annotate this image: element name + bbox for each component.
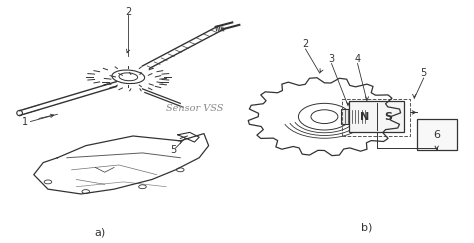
Text: Sensor VSS: Sensor VSS bbox=[166, 104, 223, 113]
Text: 5: 5 bbox=[170, 145, 176, 155]
Text: 4: 4 bbox=[355, 54, 361, 64]
Text: N: N bbox=[360, 112, 369, 122]
Text: 2: 2 bbox=[125, 7, 131, 17]
Text: S: S bbox=[384, 112, 392, 122]
Text: 2: 2 bbox=[302, 39, 309, 49]
Bar bbox=[417, 119, 457, 150]
Text: 5: 5 bbox=[420, 68, 427, 78]
Text: 6: 6 bbox=[433, 130, 440, 140]
Bar bbox=[341, 109, 367, 124]
Bar bbox=[349, 101, 404, 132]
Bar bbox=[342, 99, 410, 136]
Text: 3: 3 bbox=[328, 54, 335, 64]
Text: a): a) bbox=[94, 228, 106, 238]
Text: b): b) bbox=[361, 223, 373, 233]
Text: 1: 1 bbox=[22, 117, 28, 127]
